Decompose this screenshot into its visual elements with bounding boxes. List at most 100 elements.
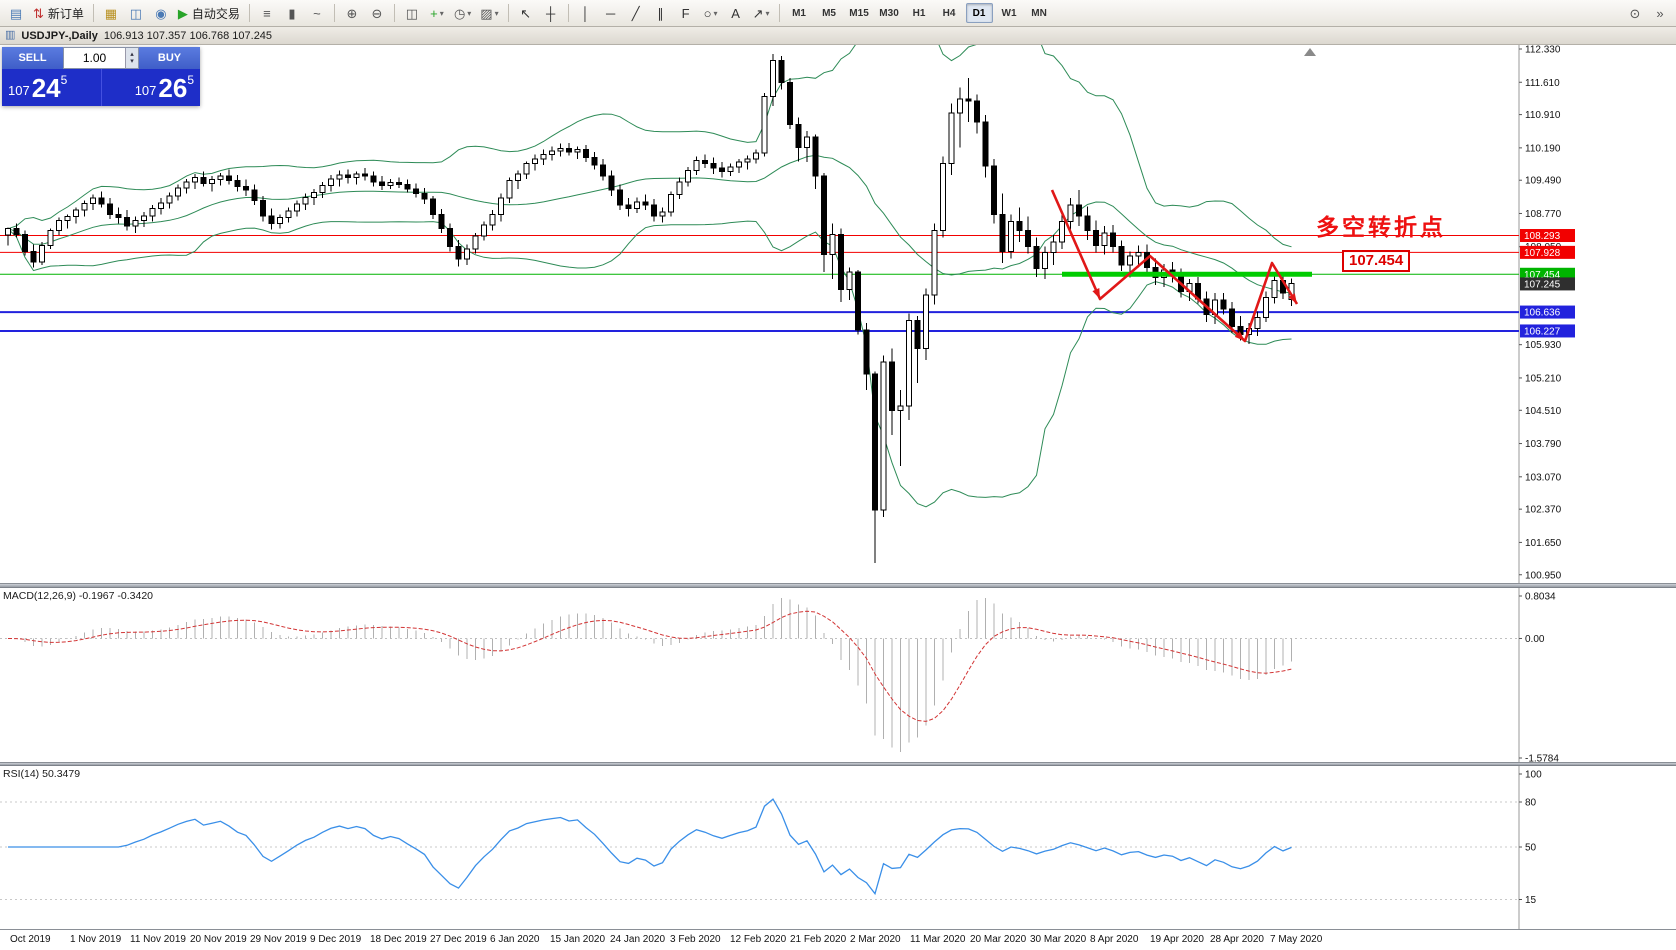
svg-text:111.610: 111.610 (1525, 78, 1560, 89)
timeframe-button-h4[interactable]: H4 (942, 7, 956, 19)
svg-text:15: 15 (1525, 895, 1537, 906)
time-axis-label: 18 Dec 2019 (370, 934, 427, 945)
fibonacci-icon[interactable]: F (681, 5, 690, 21)
shapes-icon[interactable]: ○ ▾ (703, 5, 718, 21)
vertical-line-icon[interactable]: │ (581, 5, 590, 21)
trend-arrows[interactable] (1050, 189, 1299, 343)
dropdown-caret-icon[interactable]: ▾ (494, 8, 499, 18)
toolbar-separator (778, 4, 780, 22)
equidistant-channel-icon[interactable]: ∥ (657, 5, 664, 21)
tile-windows-icon[interactable]: ◫ (405, 5, 419, 21)
time-axis[interactable]: Oct 2019 1 Nov 2019 11 Nov 2019 20 Nov 2019… (0, 929, 1676, 950)
dropdown-caret-icon[interactable]: ▾ (713, 8, 718, 18)
svg-text:0.8034: 0.8034 (1525, 592, 1556, 603)
chart-symbol-title: USDJPY-,Daily (21, 29, 98, 42)
buy-button[interactable]: BUY (139, 47, 200, 69)
timeframe-button-m1[interactable]: M1 (792, 7, 806, 19)
timeframe-button-d1[interactable]: D1 (965, 3, 993, 23)
dropdown-caret-icon[interactable]: ▾ (467, 8, 472, 18)
cursor-icon[interactable]: ↖ (520, 5, 532, 21)
turning-point-annotation[interactable]: 多空转折点 (1316, 214, 1446, 240)
timeframe-button-mn[interactable]: MN (1031, 7, 1047, 19)
trendline-icon[interactable]: ╱ (631, 5, 640, 21)
rsi-axis[interactable]: 100 80 50 15 (1519, 770, 1542, 907)
rsi-panel[interactable]: 100 80 50 15 RSI(14) 50.3479 (0, 766, 1676, 929)
arrow-object-icon[interactable]: ↗ ▾ (752, 5, 770, 21)
time-axis-label: 2 Mar 2020 (850, 934, 901, 945)
line-chart-icon[interactable]: ~ (313, 5, 321, 21)
svg-text:-1.5784: -1.5784 (1525, 754, 1559, 763)
toolbar-separator (507, 4, 509, 22)
price-tag-annotation[interactable]: 107.454 (1342, 250, 1411, 272)
macd-label: MACD(12,26,9) -0.1967 -0.3420 (3, 590, 154, 602)
search-icon[interactable]: ⊙ (1629, 5, 1641, 21)
crosshair-icon[interactable]: ┼ (546, 5, 556, 21)
time-axis-label: 11 Mar 2020 (910, 934, 966, 945)
toolbar-separator (92, 4, 94, 22)
svg-text:108.293: 108.293 (1524, 231, 1561, 242)
timeframe-button-w1[interactable]: W1 (1001, 7, 1017, 19)
macd-canvas[interactable]: 0.8034 0.00 -1.5784 (0, 588, 1676, 762)
macd-histogram (16, 598, 1292, 752)
svg-text:107.245: 107.245 (1524, 279, 1561, 290)
timeframe-button-m5[interactable]: M5 (822, 7, 836, 19)
macd-signal-line (7, 610, 1292, 722)
svg-text:101.650: 101.650 (1525, 538, 1562, 549)
svg-text:105.210: 105.210 (1525, 373, 1562, 384)
macd-axis[interactable]: 0.8034 0.00 -1.5784 (1519, 592, 1559, 763)
time-axis-label: 21 Feb 2020 (790, 934, 847, 945)
volume-field[interactable]: 1.00 ▴ ▾ (63, 47, 139, 69)
macd-panel[interactable]: 0.8034 0.00 -1.5784 MACD(12,26,9) -0.1967 … (0, 588, 1676, 762)
horizontal-line-icon[interactable]: ─ (606, 5, 616, 21)
data-window-icon[interactable]: ◫ (129, 5, 143, 21)
timeframe-button-h1[interactable]: H1 (912, 7, 926, 19)
time-axis-label: 19 Apr 2020 (1150, 934, 1204, 945)
svg-text:106.636: 106.636 (1524, 308, 1561, 319)
main-chart-canvas[interactable]: 112.330 111.610 110.910 110.190 109.490 108.7… (0, 45, 1676, 583)
volume-up-icon[interactable]: ▴ (130, 51, 134, 58)
time-axis-label: 20 Nov 2019 (190, 934, 247, 945)
time-axis-label: 1 Nov 2019 (70, 934, 122, 945)
volume-spinner[interactable]: ▴ ▾ (125, 48, 138, 68)
svg-text:107.454: 107.454 (1524, 270, 1561, 281)
indicators-icon[interactable]: + ▾ (430, 5, 444, 21)
periods-icon[interactable]: ◷ ▾ (453, 5, 472, 21)
dropdown-caret-icon[interactable]: ▾ (765, 8, 770, 18)
time-axis-label: 12 Feb 2020 (730, 934, 787, 945)
sell-price-display[interactable]: 107 24 5 (2, 69, 102, 106)
navigator-icon[interactable]: ◉ (155, 5, 167, 21)
volume-value[interactable]: 1.00 (82, 51, 107, 65)
dropdown-caret-icon[interactable]: ▾ (439, 8, 444, 18)
new-order-button[interactable]: ⇅ 新订单 (33, 5, 84, 21)
chart-ohlc-values: 106.913 107.357 106.768 107.245 (103, 29, 273, 42)
buy-price-display[interactable]: 107 26 5 (134, 73, 194, 103)
panel-splitter[interactable] (0, 583, 1676, 588)
time-axis-label: 28 Apr 2020 (1210, 934, 1264, 945)
svg-text:105.930: 105.930 (1525, 340, 1562, 351)
svg-text:103.790: 103.790 (1525, 439, 1562, 450)
volume-down-icon[interactable]: ▾ (130, 58, 134, 65)
timeframe-button-m30[interactable]: M30 (879, 7, 899, 19)
toolbar-separator (248, 4, 250, 22)
sell-button[interactable]: SELL (2, 47, 63, 69)
svg-text:112.330: 112.330 (1525, 45, 1561, 56)
panel-splitter[interactable] (0, 762, 1676, 766)
chart-window-icon[interactable]: ▤ (9, 5, 23, 21)
templates-icon[interactable]: ▨ ▾ (480, 5, 499, 21)
main-chart-panel[interactable]: 112.330 111.610 110.910 110.190 109.490 108.7… (0, 45, 1676, 583)
timeframe-button-m15[interactable]: M15 (849, 7, 869, 19)
svg-text:110.190: 110.190 (1525, 143, 1561, 154)
chart-shift-marker[interactable] (1304, 48, 1316, 56)
candlestick-chart-icon[interactable]: ▮ (288, 5, 296, 21)
profiles-icon[interactable]: ▦ (104, 5, 118, 21)
chart-title-bar: ▥ USDJPY-,Daily 106.913 107.357 106.768 … (0, 27, 1676, 45)
zoom-in-icon[interactable]: ⊕ (346, 5, 358, 21)
zoom-out-icon[interactable]: ⊖ (371, 5, 383, 21)
bar-chart-icon[interactable]: ≡ (263, 5, 271, 21)
auto-trading-button[interactable]: ▶ 自动交易 (177, 5, 240, 21)
toolbars-menu-icon[interactable]: » (1656, 5, 1664, 21)
rsi-canvas[interactable]: 100 80 50 15 (0, 766, 1676, 929)
one-click-trading-panel: SELL 1.00 ▴ ▾ BUY 107 24 5 107 26 5 (2, 47, 200, 106)
text-icon[interactable]: A (731, 5, 740, 21)
chart-symbol-icon: ▥ (5, 29, 16, 41)
